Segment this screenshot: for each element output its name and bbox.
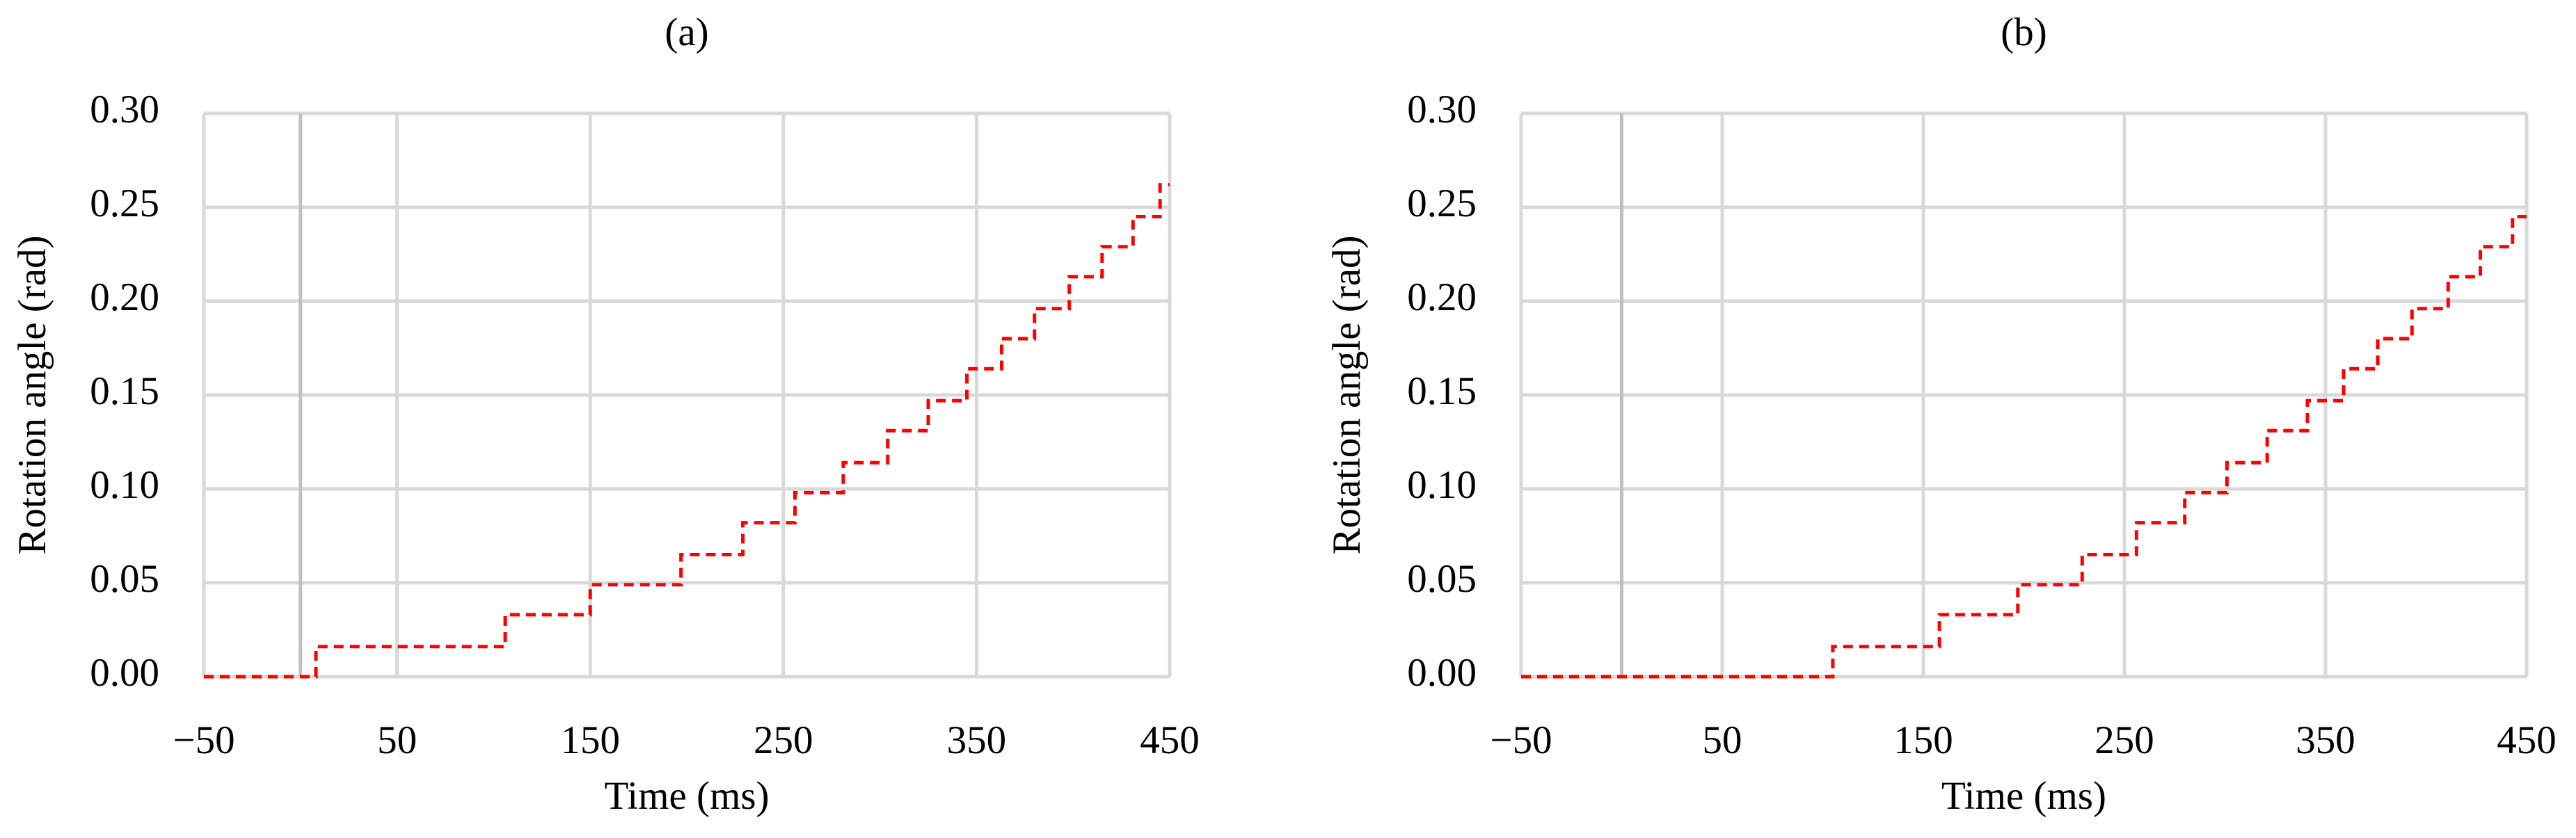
y-tick-label: 0.30 [90,88,159,131]
y-tick-label: 0.10 [1407,463,1477,507]
y-tick-label: 0.25 [90,182,159,225]
x-tick-label: 150 [560,718,620,762]
x-tick-label: 50 [377,718,417,762]
x-tick-label: 150 [1893,718,1953,762]
x-tick-label: 450 [2497,718,2557,762]
y-tick-label: 0.15 [1407,369,1477,413]
y-tick-label: 0.10 [90,463,159,507]
x-tick-label: 350 [947,718,1007,762]
y-tick-label: 0.00 [1407,651,1477,695]
chart-title: (b) [2001,10,2046,54]
y-tick-label: 0.15 [90,369,159,413]
x-tick-label: 450 [1140,718,1200,762]
y-tick-label: 0.05 [90,557,159,601]
x-axis-label: Time (ms) [1941,774,2106,818]
chart-title: (a) [665,10,708,54]
x-tick-label: 50 [1703,718,1742,762]
x-tick-label: −50 [173,718,234,762]
x-tick-label: 350 [2296,718,2355,762]
x-tick-label: −50 [1490,718,1552,762]
x-axis-label: Time (ms) [604,774,769,818]
y-axis-label: Rotation angle (rad) [1325,235,1369,554]
y-tick-label: 0.30 [1407,88,1477,131]
y-axis-label: Rotation angle (rad) [10,235,54,554]
x-tick-label: 250 [2094,718,2154,762]
data-line [1521,215,2527,679]
data-line [204,183,1170,679]
y-tick-label: 0.05 [1407,557,1477,601]
y-tick-label: 0.20 [90,275,159,319]
y-tick-label: 0.20 [1407,275,1477,319]
y-tick-label: 0.00 [90,651,159,695]
y-tick-label: 0.25 [1407,182,1477,225]
x-tick-label: 250 [754,718,813,762]
